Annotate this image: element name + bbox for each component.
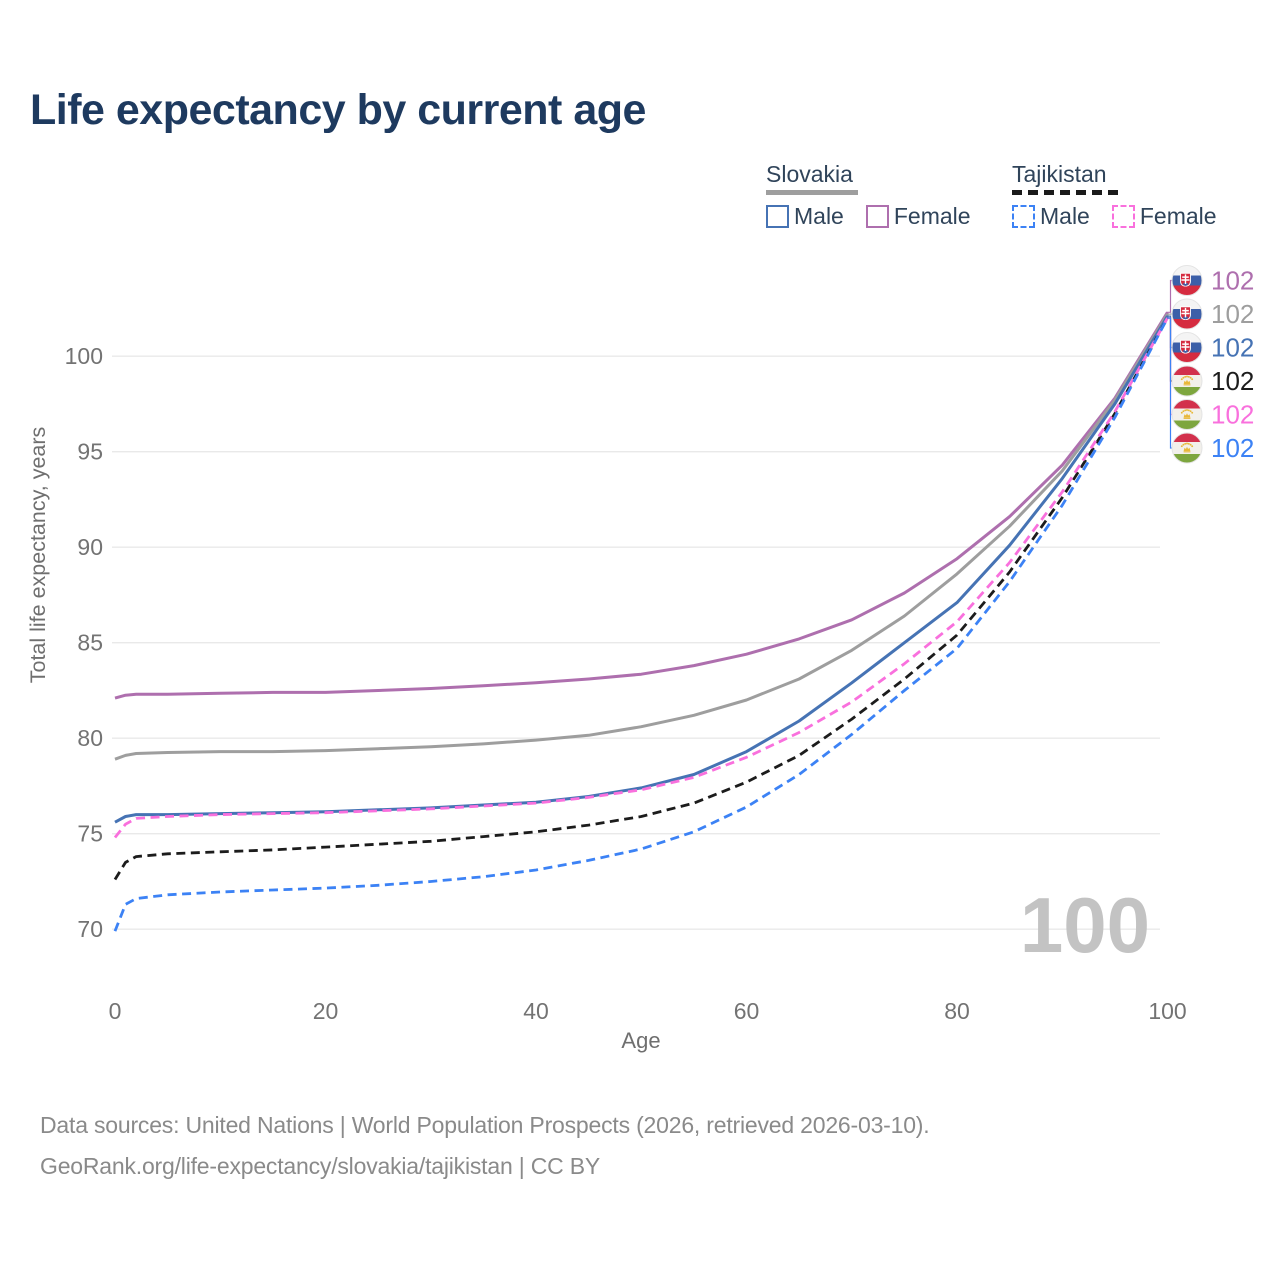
legend-item-tajikistan-male[interactable]: Male: [1012, 203, 1090, 230]
legend-item-slovakia-female[interactable]: Female: [865, 203, 971, 230]
tajikistan-line-style-swatch: [1012, 190, 1118, 196]
footer-data-sources: Data sources: United Nations | World Pop…: [40, 1112, 930, 1138]
legend-items-tajikistan: Male Female: [1012, 203, 1217, 230]
footer: Data sources: United Nations | World Pop…: [40, 1105, 930, 1188]
x-tick-label-80: 80: [944, 998, 970, 1024]
legend-checkbox-tajikistan-male[interactable]: [1012, 205, 1035, 229]
legend-checkbox-tajikistan-female[interactable]: [1111, 205, 1135, 229]
series-line-tajikistan-male[interactable]: [113, 317, 1169, 932]
legend-items-slovakia: Male Female: [766, 203, 971, 230]
y-tick-label-70: 70: [77, 916, 103, 942]
series-line-slovakia-both-sexes[interactable]: [114, 313, 1169, 761]
page-title: Life expectancy by current age: [30, 86, 646, 134]
y-tick-label-75: 75: [77, 821, 103, 847]
legend-checkbox-slovakia-female[interactable]: [865, 205, 889, 229]
legend-group-tajikistan: Tajikistan Male Female: [1012, 161, 1217, 230]
y-tick-label-85: 85: [77, 630, 103, 656]
slovakia-flag-icon: [1171, 298, 1203, 330]
x-tick-label-40: 40: [523, 998, 549, 1024]
legend-country-tajikistan[interactable]: Tajikistan: [1012, 161, 1107, 187]
end-value-label-slovakia-male: 102: [1211, 333, 1254, 363]
x-tick-label-100: 100: [1148, 998, 1186, 1024]
legend-label-tajikistan-female: Female: [1139, 203, 1217, 230]
y-axis-title: Total life expectancy, years: [26, 427, 50, 684]
legend-label-slovakia-female: Female: [893, 203, 971, 230]
end-value-label-tajikistan-both-sexes: 102: [1211, 366, 1254, 396]
end-value-label-slovakia-both-sexes: 102: [1211, 299, 1254, 329]
x-axis-title: Age: [621, 1028, 660, 1053]
series-line-slovakia-female[interactable]: [114, 311, 1169, 700]
legend-group-slovakia: Slovakia Male Female: [766, 161, 971, 230]
age-watermark: 100: [1020, 881, 1150, 969]
tajikistan-flag-icon: [1171, 432, 1203, 464]
legend-label-slovakia-male: Male: [794, 203, 844, 230]
end-value-label-tajikistan-male: 102: [1211, 433, 1254, 463]
legend-label-tajikistan-male: Male: [1040, 203, 1090, 230]
legend-country-slovakia[interactable]: Slovakia: [766, 161, 853, 187]
y-tick-label-80: 80: [77, 725, 103, 751]
slovakia-flag-icon: [1171, 265, 1203, 296]
end-value-label-tajikistan-female: 102: [1211, 400, 1254, 430]
slovakia-flag-icon: [1171, 332, 1203, 363]
tajikistan-flag-icon: [1171, 365, 1203, 397]
legend-item-slovakia-male[interactable]: Male: [766, 203, 844, 230]
x-tick-label-60: 60: [734, 998, 760, 1024]
legend-checkbox-slovakia-male[interactable]: [766, 205, 789, 229]
series-line-tajikistan-both-sexes[interactable]: [113, 317, 1169, 881]
footer-attribution: GeoRank.org/life-expectancy/slovakia/taj…: [40, 1153, 601, 1180]
legend-item-tajikistan-female[interactable]: Female: [1111, 203, 1217, 230]
slovakia-line-style-swatch: [766, 190, 858, 196]
x-tick-label-20: 20: [313, 998, 339, 1024]
y-tick-label-100: 100: [65, 343, 103, 369]
y-tick-label-90: 90: [77, 534, 103, 560]
series-line-slovakia-male[interactable]: [114, 315, 1169, 824]
series-line-tajikistan-female[interactable]: [113, 317, 1169, 839]
tajikistan-flag-icon: [1171, 399, 1203, 430]
end-value-label-slovakia-female: 102: [1211, 266, 1254, 296]
y-tick-label-95: 95: [77, 439, 103, 465]
x-tick-label-0: 0: [109, 998, 122, 1024]
